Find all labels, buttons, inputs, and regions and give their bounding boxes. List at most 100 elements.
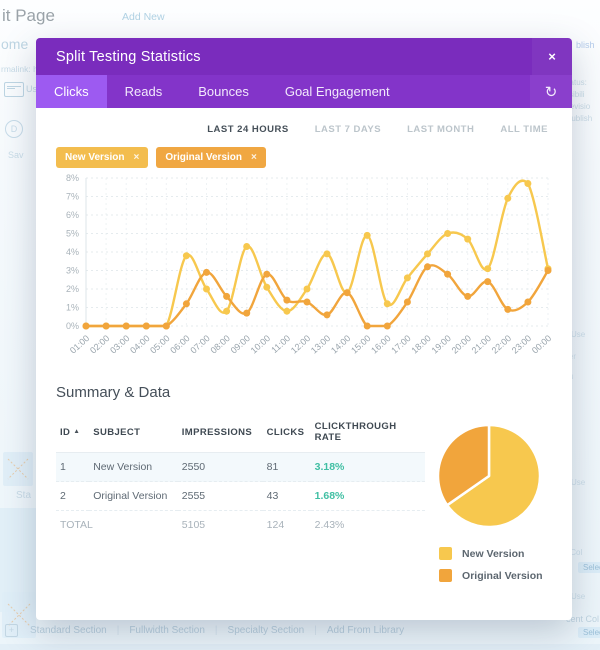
bg-separator: | (214, 625, 218, 636)
tag-original-version[interactable]: Original Version × (156, 147, 266, 168)
col-subject[interactable]: SUBJECT (89, 415, 178, 453)
bg-text: Revisio (564, 102, 591, 111)
table-row[interactable]: 1 New Version 2550 81 3.18% (56, 452, 426, 482)
time-filter-bar: LAST 24 HOURS LAST 7 DAYS LAST MONTH ALL TI… (56, 124, 548, 135)
filter-last-month[interactable]: LAST MONTH (407, 124, 475, 135)
svg-text:09:00: 09:00 (229, 333, 252, 356)
total-clicks: 124 (266, 519, 285, 531)
filter-all-time[interactable]: ALL TIME (500, 124, 548, 135)
pie-legend: New Version Original Version (425, 547, 552, 582)
table-row[interactable]: 2 Original Version 2555 43 1.68% (56, 481, 426, 511)
filter-last-7-days[interactable]: LAST 7 DAYS (314, 124, 382, 135)
bg-builder-item: Add From Library (326, 625, 405, 636)
clicks-line-chart: 0% 1% 2% 3% 4% 5% 6% 7% 8% 01:0002:0003:0004:0005… (66, 173, 552, 356)
summary-table: ID ▲ SUBJECT IMPRESSIONS CLICKS CLICKTHR… (56, 415, 426, 540)
svg-text:08:00: 08:00 (209, 333, 232, 356)
legend-item-new-version: New Version (439, 547, 552, 560)
cell-impressions: 2555 (177, 481, 263, 511)
bg-text: it Page (2, 6, 55, 25)
table-total-row: TOTAL 5105 124 2.43% (56, 511, 425, 540)
cell-impressions: 2550 (177, 452, 263, 482)
svg-text:6%: 6% (66, 210, 79, 220)
bg-separator: | (116, 625, 120, 636)
svg-text:20:00: 20:00 (450, 333, 473, 356)
bg-text: Selec (578, 562, 600, 573)
tab-bounces[interactable]: Bounces (198, 84, 249, 99)
bg-builder-item: Fullwidth Section (129, 625, 205, 636)
bg-builder-item: Standard Section (30, 625, 107, 636)
tag-close-icon[interactable]: × (251, 152, 257, 163)
svg-text:11:00: 11:00 (269, 333, 292, 355)
cell-id: 1 (56, 452, 90, 482)
bg-separator: | (314, 625, 317, 636)
svg-text:03:00: 03:00 (108, 333, 131, 356)
tab-clicks[interactable]: Clicks (36, 75, 107, 108)
modal-titlebar: Split Testing Statistics × (36, 38, 572, 75)
divi-logo-icon: D (5, 120, 23, 138)
total-impressions: 5105 (181, 519, 206, 531)
svg-text:13:00: 13:00 (309, 333, 332, 356)
svg-text:23:00: 23:00 (510, 333, 533, 356)
svg-text:01:00: 01:00 (68, 333, 91, 356)
close-icon[interactable]: × (532, 38, 572, 75)
cell-subject: New Version (89, 452, 178, 482)
clicks-pie-chart (436, 423, 541, 529)
svg-text:07:00: 07:00 (188, 333, 211, 356)
summary-table-wrap: ID ▲ SUBJECT IMPRESSIONS CLICKS CLICKTHR… (56, 415, 426, 540)
svg-text:3%: 3% (66, 266, 79, 276)
svg-text:05:00: 05:00 (148, 333, 171, 356)
table-header-row: ID ▲ SUBJECT IMPRESSIONS CLICKS CLICKTHR… (56, 415, 426, 453)
svg-text:14:00: 14:00 (329, 333, 352, 356)
refresh-icon[interactable]: ↻ (530, 75, 572, 108)
svg-text:18:00: 18:00 (409, 333, 432, 356)
svg-text:02:00: 02:00 (88, 333, 111, 356)
svg-text:1%: 1% (66, 303, 79, 313)
tag-label: New Version (65, 152, 125, 163)
bg-text: Sav (8, 150, 24, 160)
tab-reads[interactable]: Reads (124, 84, 163, 99)
svg-text:00:00: 00:00 (530, 333, 552, 356)
filter-last-24-hours[interactable]: LAST 24 HOURS (207, 124, 289, 135)
svg-text:17:00: 17:00 (389, 333, 412, 356)
cell-clicks: 81 (262, 452, 311, 482)
col-clicks[interactable]: CLICKS (262, 415, 311, 453)
col-ctr[interactable]: CLICKTHROUGH RATE (310, 415, 426, 453)
svg-text:12:00: 12:00 (289, 333, 312, 356)
bg-text: Us (26, 84, 37, 94)
svg-text:22:00: 22:00 (490, 333, 513, 356)
cell-ctr: 3.18% (310, 452, 426, 482)
bg-text: Use (571, 592, 586, 601)
svg-text:04:00: 04:00 (128, 333, 151, 356)
svg-text:06:00: 06:00 (168, 333, 191, 356)
cell-ctr: 1.68% (310, 481, 426, 511)
summary-section: ID ▲ SUBJECT IMPRESSIONS CLICKS CLICKTHR… (56, 415, 552, 591)
col-impressions[interactable]: IMPRESSIONS (177, 415, 263, 453)
svg-text:21:00: 21:00 (470, 333, 493, 356)
cell-subject: Original Version (89, 481, 178, 511)
col-id[interactable]: ID ▲ (56, 415, 90, 453)
bg-text: k Col (564, 548, 583, 557)
bg-add-section-icon: + (5, 624, 18, 637)
bg-text: Sta (16, 490, 32, 501)
svg-text:0%: 0% (66, 321, 79, 331)
bg-text: Use (571, 478, 586, 487)
svg-text:16:00: 16:00 (369, 333, 392, 356)
bg-text: ome (1, 36, 29, 52)
tabs: Clicks Reads Bounces Goal Engagement (36, 75, 408, 108)
bg-text: Publish (566, 114, 593, 123)
bg-text: blish (576, 40, 595, 50)
tag-new-version[interactable]: New Version × (56, 147, 149, 168)
legend-label: New Version (462, 547, 525, 560)
bg-text: Visibili (562, 90, 585, 99)
svg-text:19:00: 19:00 (430, 333, 453, 356)
tab-goal-engagement[interactable]: Goal Engagement (284, 84, 390, 99)
version-tags: New Version × Original Version × (56, 147, 552, 168)
svg-text:2%: 2% (66, 284, 79, 294)
tag-close-icon[interactable]: × (133, 152, 140, 163)
sort-asc-icon: ▲ (73, 427, 81, 435)
modal-title: Split Testing Statistics (56, 48, 201, 65)
legend-label: Original Version (462, 569, 543, 582)
cell-clicks: 43 (262, 481, 311, 511)
summary-heading: Summary & Data (56, 384, 171, 401)
legend-swatch (439, 547, 453, 560)
